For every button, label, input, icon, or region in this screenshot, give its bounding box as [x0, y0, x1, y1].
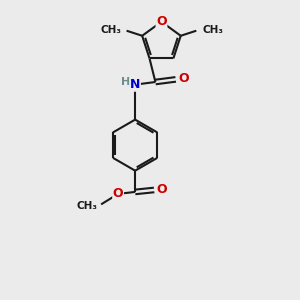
- Text: N: N: [130, 78, 140, 91]
- Text: O: O: [157, 183, 167, 196]
- Text: CH₃: CH₃: [101, 25, 122, 35]
- Text: CH₃: CH₃: [76, 201, 97, 211]
- Text: O: O: [178, 72, 189, 85]
- Text: O: O: [113, 188, 123, 200]
- Text: O: O: [156, 15, 167, 28]
- Text: H: H: [121, 77, 130, 87]
- Text: CH₃: CH₃: [202, 25, 223, 35]
